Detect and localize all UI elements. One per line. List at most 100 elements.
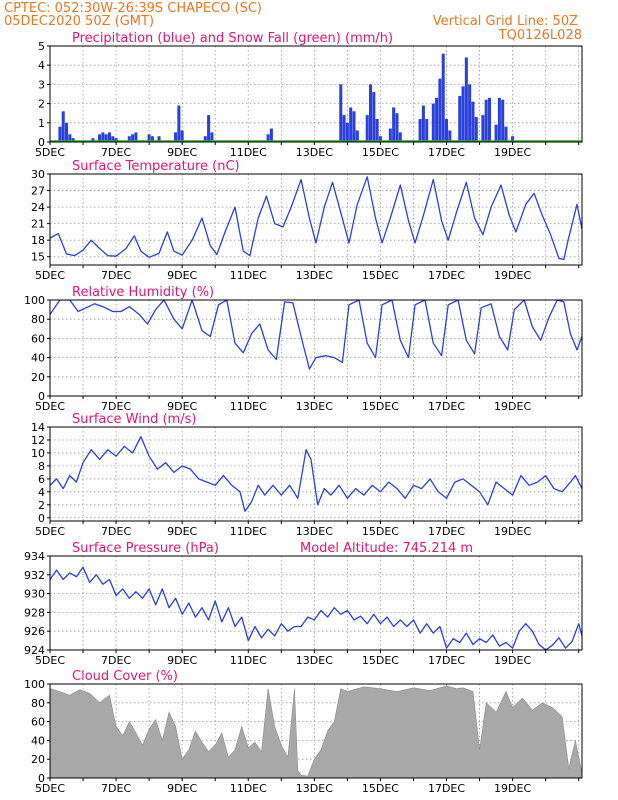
precip-bar — [134, 132, 138, 142]
precip-bar — [355, 130, 359, 142]
x-tick-label: 13DEC — [296, 782, 333, 795]
precip-bar — [435, 97, 439, 142]
precip-bar — [269, 128, 273, 142]
precip-bar — [418, 118, 422, 142]
precip-bar — [174, 132, 178, 142]
x-tick-label: 19DEC — [494, 525, 531, 538]
panel-title: Precipitation (blue) and Snow Fall (gree… — [72, 31, 393, 46]
precip-bar — [481, 115, 485, 142]
x-tick-label: 17DEC — [428, 782, 465, 795]
y-tick-label: 14 — [31, 421, 45, 434]
x-tick-label: 19DEC — [494, 654, 531, 667]
precip-bar — [445, 118, 449, 142]
x-tick-label: 11DEC — [230, 269, 267, 282]
panel-temp: 15 18 21 24 27 30 5DEC 7DEC 9DEC 11DEC 13DEC 15DEC 1… — [31, 159, 583, 282]
y-tick-label: 1 — [38, 117, 45, 130]
precip-bar — [107, 132, 111, 142]
precip-bar — [111, 136, 115, 142]
precip-bar — [511, 136, 515, 142]
y-tick-label: 27 — [31, 185, 45, 198]
x-tick-label: 5DEC — [35, 146, 65, 159]
precip-bar — [71, 138, 75, 142]
model-code: TQ0126L028 — [498, 28, 582, 43]
y-tick-label: 21 — [31, 218, 45, 231]
y-tick-label: 10 — [31, 447, 45, 460]
precip-bar — [501, 99, 505, 142]
precip-bar — [392, 107, 396, 142]
precip-bar — [114, 138, 118, 142]
plot-frame — [49, 173, 583, 266]
x-tick-label: 5DEC — [35, 525, 65, 538]
plot-frame — [49, 426, 583, 522]
x-tick-label: 9DEC — [167, 525, 197, 538]
y-tick-label: 928 — [24, 606, 45, 619]
grid-note: Vertical Grid Line: 50Z — [433, 14, 578, 29]
precip-bar — [369, 84, 373, 142]
panel-precip: 0 1 2 3 4 5 5DEC 7DEC 9DEC 11DEC 13DEC 15DEC 17DEC 19… — [35, 31, 583, 159]
wind-line — [50, 436, 582, 512]
plot-frame — [49, 299, 583, 397]
x-tick-label: 15DEC — [362, 269, 399, 282]
y-tick-label: 60 — [31, 332, 45, 345]
x-tick-label: 15DEC — [362, 400, 399, 413]
precip-bar — [468, 84, 472, 142]
x-tick-label: 17DEC — [428, 654, 465, 667]
plot-frame — [49, 45, 583, 143]
precip-bar — [494, 124, 498, 142]
precip-bar — [58, 126, 62, 142]
panel-title: Cloud Cover (%) — [72, 669, 178, 684]
run-header: 05DEC2020 50Z (GMT) — [4, 14, 154, 29]
precip-bar — [104, 134, 108, 142]
precip-bar — [487, 97, 491, 142]
precip-bar — [101, 132, 105, 142]
temp-line — [50, 176, 582, 261]
x-tick-label: 11DEC — [230, 782, 267, 795]
precip-bar — [266, 134, 270, 142]
x-tick-label: 13DEC — [296, 269, 333, 282]
y-tick-label: 4 — [38, 59, 45, 72]
precip-bar — [68, 134, 72, 142]
x-tick-label: 11DEC — [230, 400, 267, 413]
precip-bar — [127, 136, 131, 142]
y-tick-label: 60 — [31, 716, 45, 729]
precip-bar — [349, 107, 353, 142]
y-tick-label: 20 — [31, 371, 45, 384]
y-tick-label: 4 — [38, 486, 45, 499]
y-tick-label: 20 — [31, 753, 45, 766]
precip-bar — [484, 99, 488, 142]
precip-bar — [431, 103, 435, 142]
y-tick-label: 2 — [38, 499, 45, 512]
precip-bar — [157, 136, 161, 142]
y-tick-label: 100 — [24, 678, 45, 691]
y-tick-label: 40 — [31, 734, 45, 747]
plot-frame — [49, 555, 583, 651]
x-tick-label: 19DEC — [494, 400, 531, 413]
panel-title: Relative Humidity (%) — [72, 285, 214, 300]
precip-bar — [448, 130, 452, 142]
y-tick-label: 30 — [31, 168, 45, 181]
precip-bar — [147, 134, 151, 142]
x-tick-label: 5DEC — [35, 782, 65, 795]
x-tick-label: 15DEC — [362, 654, 399, 667]
cloud-cover-area — [49, 685, 583, 779]
x-tick-label: 7DEC — [101, 400, 131, 413]
x-tick-label: 13DEC — [296, 654, 333, 667]
x-tick-label: 7DEC — [101, 782, 131, 795]
y-tick-label: 0 — [38, 512, 45, 525]
y-tick-label: 40 — [31, 352, 45, 365]
precip-bar — [395, 113, 399, 142]
y-tick-label: 8 — [38, 460, 45, 473]
precip-bar — [207, 115, 211, 142]
x-tick-label: 7DEC — [101, 269, 131, 282]
x-tick-label: 5DEC — [35, 269, 65, 282]
precip-bar — [372, 92, 376, 142]
y-tick-label: 930 — [24, 588, 45, 601]
x-tick-label: 9DEC — [167, 146, 197, 159]
precip-bar — [378, 136, 382, 142]
x-tick-label: 13DEC — [296, 400, 333, 413]
precip-bar — [474, 117, 478, 142]
x-tick-label: 9DEC — [167, 400, 197, 413]
